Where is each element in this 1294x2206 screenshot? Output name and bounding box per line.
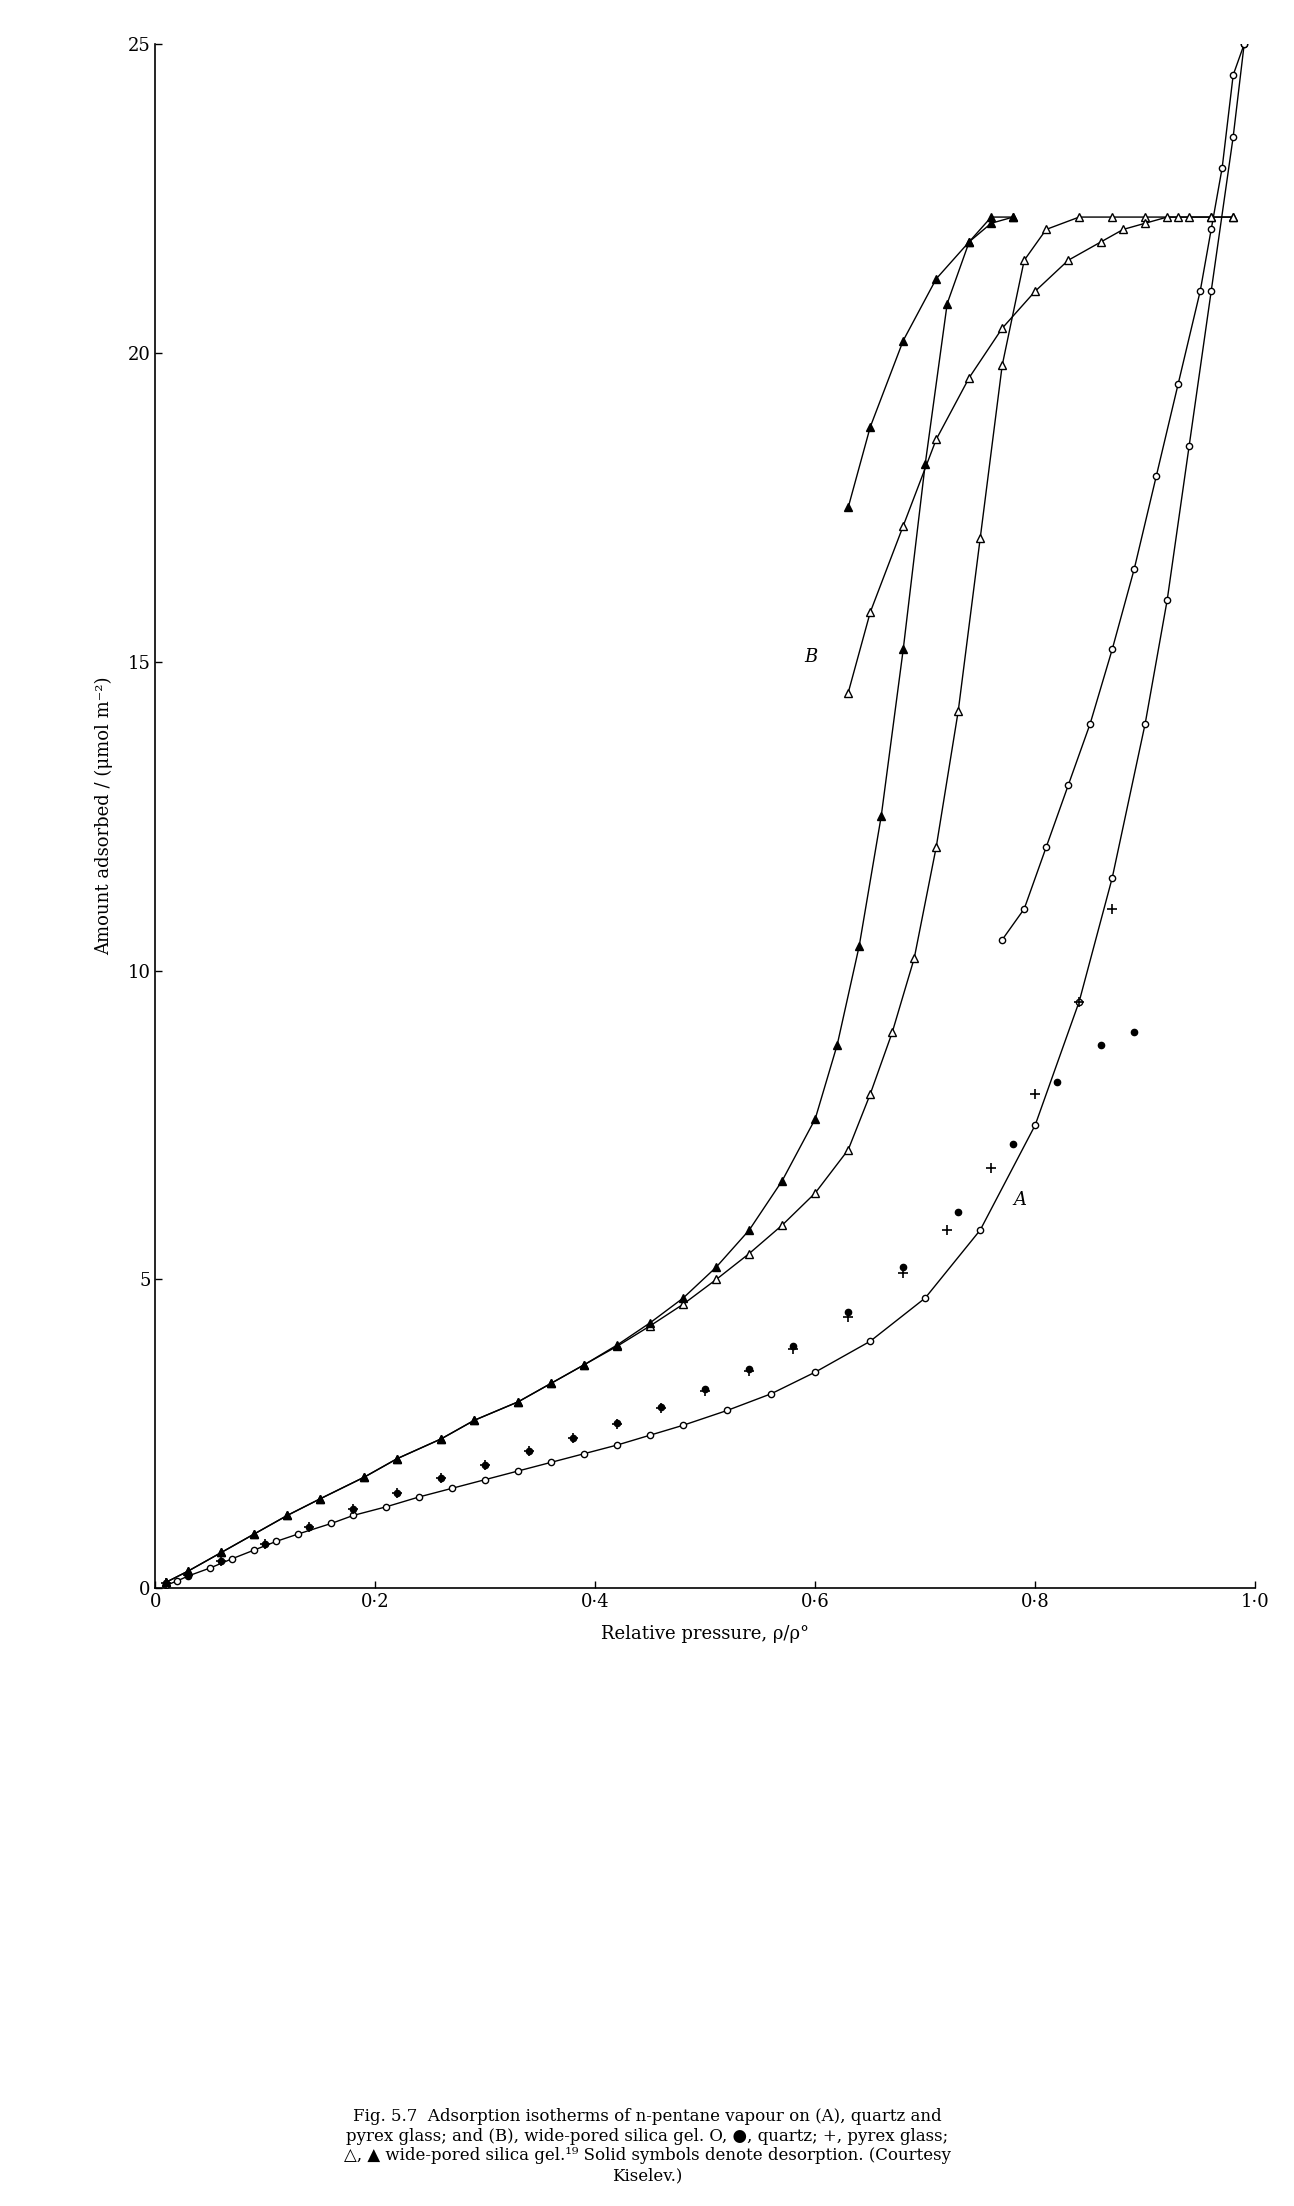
Text: A: A: [1013, 1191, 1026, 1209]
X-axis label: Relative pressure, ρ/ρ°: Relative pressure, ρ/ρ°: [602, 1626, 809, 1643]
Text: Fig. 5.7  Adsorption isotherms of n-pentane vapour on (A), quartz and
pyrex glas: Fig. 5.7 Adsorption isotherms of n-penta…: [343, 2109, 951, 2184]
Y-axis label: Amount adsorbed / (μmol m⁻²): Amount adsorbed / (μmol m⁻²): [96, 677, 114, 955]
Text: B: B: [804, 649, 818, 666]
